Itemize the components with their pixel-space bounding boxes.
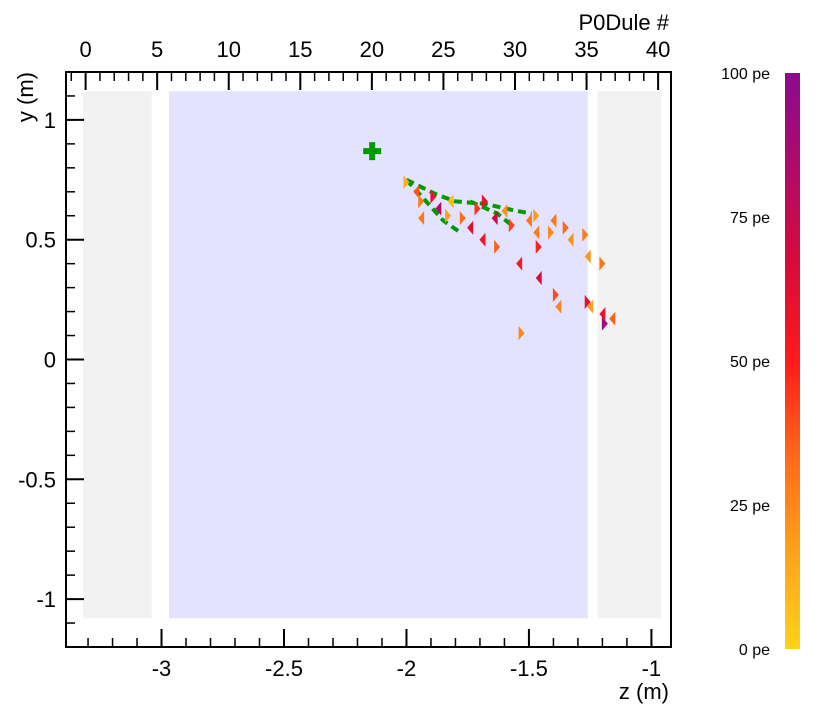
detector-region [597, 91, 662, 619]
colorbar-label: 75 pe [730, 210, 770, 227]
hit-marker [555, 299, 562, 314]
y-tick-label: -0.5 [18, 467, 56, 492]
hit-marker [518, 326, 525, 341]
y-axis-title: y (m) [13, 72, 38, 122]
hit-marker [430, 189, 437, 204]
hit-marker [494, 239, 501, 254]
hit-marker [479, 232, 486, 247]
detector-region [168, 91, 588, 619]
top-tick-label: 25 [431, 37, 455, 62]
top-tick-label: 30 [503, 37, 527, 62]
hit-marker [413, 184, 420, 199]
hit-marker [535, 271, 542, 286]
hit-marker [609, 311, 616, 326]
colorbar [785, 73, 800, 649]
x-axis-title: z (m) [619, 679, 669, 704]
hit-marker [533, 208, 540, 223]
hit-marker [501, 203, 508, 218]
hit-marker [474, 201, 481, 216]
hit-marker [567, 232, 574, 247]
top-tick-label: 40 [646, 37, 670, 62]
colorbar-label: 100 pe [721, 66, 770, 83]
hit-marker [599, 306, 606, 321]
hit-marker [516, 256, 523, 271]
top-axis-title: P0Dule # [578, 10, 669, 35]
top-tick-label: 20 [360, 37, 384, 62]
hit-marker [467, 220, 474, 235]
hit-marker [547, 225, 554, 240]
hit-marker [491, 211, 498, 226]
y-tick-label: 1 [44, 108, 56, 133]
hit-marker [418, 211, 425, 226]
x-tick-label: -2 [397, 656, 417, 681]
x-axis: -3 -2.5 -2 -1.5 -1 [87, 629, 662, 681]
vertex-cross [363, 142, 382, 161]
hit-marker [584, 295, 591, 309]
hit-marker [525, 213, 532, 228]
detector-regions [83, 91, 662, 619]
hit-marker [582, 227, 589, 242]
hit-markers [403, 175, 616, 341]
x-tick-label: -3 [152, 656, 172, 681]
x-tick-label: -2.5 [265, 656, 303, 681]
hit-marker [459, 211, 466, 226]
hit-marker [599, 256, 606, 271]
colorbar-label: 0 pe [739, 642, 770, 659]
hit-marker [403, 175, 410, 190]
vertex-marker [363, 142, 382, 161]
y-axis: 1 0.5 0 -0.5 -1 [18, 71, 84, 624]
detector-region [83, 91, 152, 619]
y-tick-label: 0.5 [25, 228, 56, 253]
hit-marker [533, 225, 540, 240]
x-tick-label: -1 [642, 656, 662, 681]
hit-marker [447, 194, 454, 209]
x-tick-label: -1.5 [510, 656, 548, 681]
top-tick-label: 5 [151, 37, 163, 62]
hit-marker [435, 201, 442, 216]
hit-marker [481, 194, 488, 209]
hit-marker [552, 287, 559, 302]
hit-marker [584, 249, 591, 264]
hit-marker [418, 194, 425, 209]
top-tick-label: 10 [216, 37, 240, 62]
hit-marker [508, 218, 515, 233]
hit-marker [445, 208, 452, 223]
top-tick-label: 15 [288, 37, 312, 62]
hit-marker [601, 316, 608, 331]
top-axis: 0 5 10 15 20 25 30 35 40 [70, 37, 670, 90]
hit-marker [550, 213, 557, 228]
hit-marker [535, 239, 542, 254]
y-tick-label: 0 [44, 348, 56, 373]
colorbar-label: 50 pe [730, 354, 770, 371]
top-tick-label: 35 [574, 37, 598, 62]
hit-marker [587, 299, 594, 314]
colorbar-label: 25 pe [730, 498, 770, 515]
y-tick-label: -1 [36, 587, 56, 612]
colorbar-labels: 0 pe 25 pe 50 pe 75 pe 100 pe [721, 66, 770, 659]
hit-marker [562, 220, 569, 235]
top-tick-label: 0 [79, 37, 91, 62]
